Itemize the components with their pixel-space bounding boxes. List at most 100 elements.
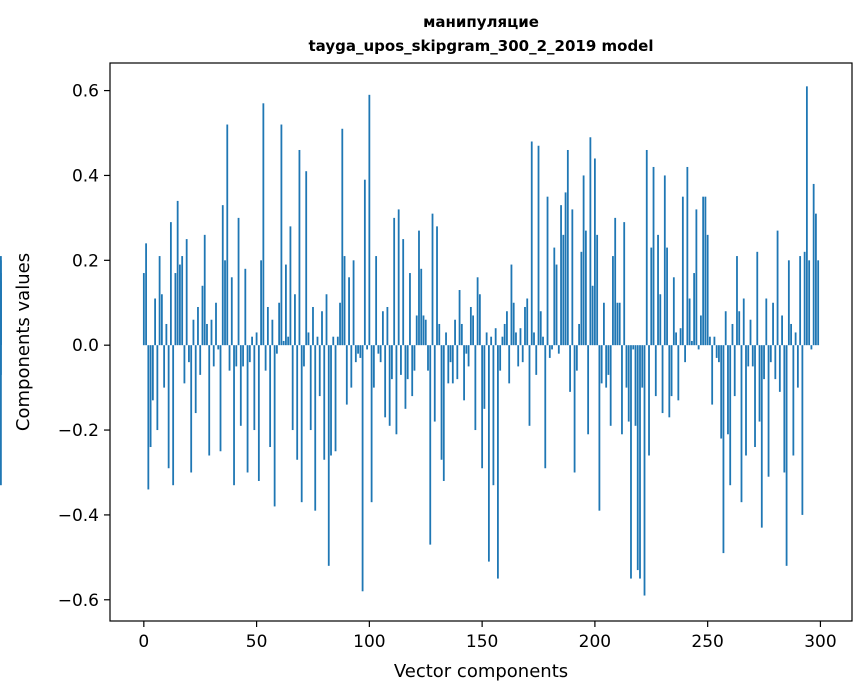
bar-62 <box>282 340 285 346</box>
x-tick-label: 100 <box>353 632 385 652</box>
bar-154 <box>490 336 493 346</box>
bar-144 <box>467 345 470 367</box>
bar-254 <box>715 345 718 358</box>
bar-205 <box>605 345 608 388</box>
bar-137 <box>451 345 454 384</box>
bar-247 <box>699 315 702 346</box>
bar-122 <box>418 230 420 346</box>
bar-229 <box>659 294 662 346</box>
bar-78 <box>318 345 321 397</box>
bar-181 <box>551 345 553 350</box>
bar-176 <box>539 311 542 346</box>
bar-93 <box>352 260 355 346</box>
bar-185 <box>560 205 562 346</box>
bar-121 <box>415 315 418 346</box>
bar-44 <box>242 345 244 367</box>
bar-186 <box>562 234 565 346</box>
bar-218 <box>634 345 637 426</box>
bar-169 <box>524 306 526 346</box>
bar-109 <box>388 345 391 426</box>
bar-177 <box>542 336 544 346</box>
bar-127 <box>429 345 432 545</box>
bar-183 <box>555 264 558 346</box>
bar-172 <box>530 141 533 346</box>
bar-36 <box>224 260 226 346</box>
bar-32 <box>215 302 217 346</box>
bar-217 <box>632 345 635 350</box>
bar-286 <box>787 260 790 346</box>
bar-289 <box>794 332 797 346</box>
bar-213 <box>623 222 626 346</box>
bar-106 <box>381 311 384 346</box>
bar-30 <box>210 319 213 346</box>
bar-165 <box>515 332 517 346</box>
bar-224 <box>648 345 650 456</box>
bar-182 <box>553 247 556 346</box>
bar-131 <box>438 323 441 346</box>
bar-104 <box>377 345 380 354</box>
bar-275 <box>763 345 765 380</box>
bar-45 <box>244 268 247 346</box>
bar-48 <box>251 336 253 346</box>
bar-4 <box>151 345 154 401</box>
bar-81 <box>325 294 328 346</box>
bar-50 <box>255 332 258 346</box>
bar-114 <box>400 345 402 375</box>
bar-8 <box>160 294 163 346</box>
bar-272 <box>756 251 759 346</box>
bar-123 <box>420 268 423 346</box>
bar-149 <box>478 294 481 346</box>
bar-166 <box>517 345 520 367</box>
bar-0 <box>142 273 145 346</box>
bar-43 <box>239 345 242 426</box>
bar-298 <box>815 213 817 346</box>
bar-297 <box>812 183 815 346</box>
bar-192 <box>575 345 578 371</box>
bar-245 <box>695 209 698 346</box>
bar-279 <box>772 302 774 346</box>
x-tick-label: 150 <box>466 632 498 652</box>
bar-164 <box>512 302 515 346</box>
bar-163 <box>510 264 513 346</box>
bar-299 <box>817 260 820 346</box>
bar-70 <box>300 345 303 503</box>
bar-194 <box>580 251 583 346</box>
bar-126 <box>427 345 429 371</box>
bar-37 <box>226 124 229 346</box>
bar-undefined <box>0 345 2 375</box>
bar-156 <box>494 328 497 346</box>
bar-210 <box>616 302 619 346</box>
chart-title-line2: tayga_upos_skipgram_300_2_2019 model <box>309 37 654 55</box>
bar-231 <box>663 175 666 346</box>
bar-227 <box>654 345 657 397</box>
bar-179 <box>546 196 549 346</box>
bar-235 <box>672 277 675 346</box>
bar-103 <box>375 256 378 346</box>
bar-191 <box>573 345 576 473</box>
bar-107 <box>384 345 387 418</box>
bar-145 <box>469 306 472 346</box>
bar-277 <box>767 345 770 477</box>
bar-71 <box>303 345 305 367</box>
bar-158 <box>499 345 502 371</box>
bar-73 <box>307 332 310 346</box>
bar-138 <box>454 319 456 346</box>
bar-116 <box>404 345 407 409</box>
bar-244 <box>693 273 696 346</box>
bar-59 <box>275 345 278 354</box>
bar-24 <box>197 306 199 346</box>
bar-142 <box>463 345 465 401</box>
bar-22 <box>192 319 195 346</box>
bar-208 <box>612 256 614 346</box>
bar-220 <box>639 345 641 579</box>
bar-190 <box>571 209 574 346</box>
bar-120 <box>413 345 416 371</box>
bar-236 <box>675 332 677 346</box>
bar-178 <box>544 345 547 469</box>
bar-124 <box>422 315 425 346</box>
bar-113 <box>397 209 400 346</box>
bar-161 <box>506 311 508 346</box>
bar-92 <box>350 345 353 388</box>
bar-58 <box>273 345 276 507</box>
